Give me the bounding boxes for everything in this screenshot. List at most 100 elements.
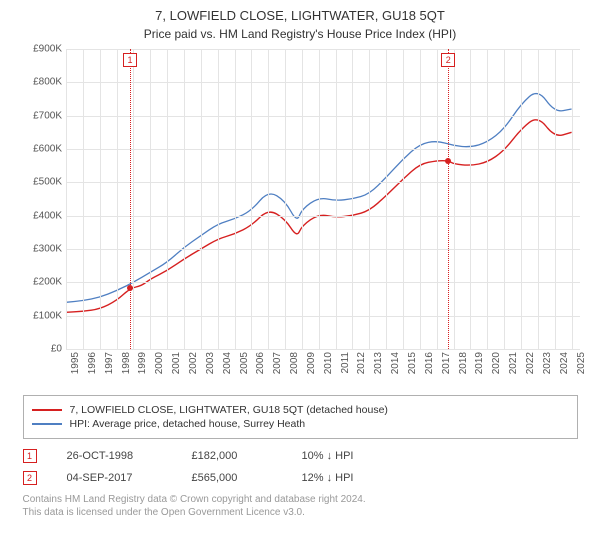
grid-line-v <box>268 49 269 349</box>
chart-title: 7, LOWFIELD CLOSE, LIGHTWATER, GU18 5QT <box>14 8 586 23</box>
grid-line-v <box>336 49 337 349</box>
grid-line-v <box>285 49 286 349</box>
x-tick-label: 2010 <box>323 352 334 374</box>
x-tick-label: 2021 <box>508 352 519 374</box>
event-date: 04-SEP-2017 <box>67 472 162 484</box>
x-tick-label: 1998 <box>121 352 132 374</box>
x-tick-label: 2025 <box>576 352 587 374</box>
grid-line-v <box>167 49 168 349</box>
event-dot <box>445 158 451 164</box>
x-tick-label: 2001 <box>171 352 182 374</box>
x-tick-label: 2006 <box>255 352 266 374</box>
event-dot <box>127 285 133 291</box>
grid-line-h <box>66 216 580 217</box>
chart-subtitle: Price paid vs. HM Land Registry's House … <box>14 27 586 41</box>
x-tick-label: 2024 <box>559 352 570 374</box>
legend-box: 7, LOWFIELD CLOSE, LIGHTWATER, GU18 5QT … <box>23 395 578 439</box>
x-tick-label: 2022 <box>525 352 536 374</box>
footnote-line-2: This data is licensed under the Open Gov… <box>23 506 578 519</box>
grid-line-v <box>538 49 539 349</box>
plot-region: 12 <box>66 49 580 349</box>
line-series-svg <box>66 49 580 349</box>
y-tick-label: £400K <box>33 210 62 221</box>
grid-line-v <box>504 49 505 349</box>
grid-line-v <box>352 49 353 349</box>
legend-row: 7, LOWFIELD CLOSE, LIGHTWATER, GU18 5QT … <box>32 404 569 416</box>
grid-line-v <box>437 49 438 349</box>
x-tick-label: 2012 <box>356 352 367 374</box>
grid-line-v <box>302 49 303 349</box>
grid-line-v <box>319 49 320 349</box>
x-tick-label: 1999 <box>137 352 148 374</box>
event-delta: 10% ↓ HPI <box>302 450 354 462</box>
grid-line-v <box>83 49 84 349</box>
legend-label: HPI: Average price, detached house, Surr… <box>70 418 306 430</box>
y-tick-label: £300K <box>33 244 62 255</box>
grid-line-h <box>66 249 580 250</box>
event-row: 204-SEP-2017£565,00012% ↓ HPI <box>23 471 578 485</box>
grid-line-v <box>201 49 202 349</box>
event-delta: 12% ↓ HPI <box>302 472 354 484</box>
footnote-line-1: Contains HM Land Registry data © Crown c… <box>23 493 578 506</box>
grid-line-h <box>66 82 580 83</box>
chart-area: 12 £0£100K£200K£300K£400K£500K£600K£700K… <box>20 49 580 389</box>
event-price: £565,000 <box>192 472 272 484</box>
legend-label: 7, LOWFIELD CLOSE, LIGHTWATER, GU18 5QT … <box>70 404 388 416</box>
x-tick-label: 2017 <box>441 352 452 374</box>
x-tick-label: 2005 <box>239 352 250 374</box>
y-tick-label: £700K <box>33 110 62 121</box>
x-tick-label: 1997 <box>104 352 115 374</box>
event-row: 126-OCT-1998£182,00010% ↓ HPI <box>23 449 578 463</box>
grid-line-v <box>470 49 471 349</box>
y-tick-label: £600K <box>33 144 62 155</box>
grid-line-v <box>555 49 556 349</box>
x-tick-label: 2015 <box>407 352 418 374</box>
grid-line-h <box>66 149 580 150</box>
grid-line-v <box>218 49 219 349</box>
x-tick-label: 2002 <box>188 352 199 374</box>
grid-line-h <box>66 49 580 50</box>
grid-line-v <box>386 49 387 349</box>
x-tick-label: 2007 <box>272 352 283 374</box>
x-tick-label: 2018 <box>458 352 469 374</box>
event-date: 26-OCT-1998 <box>67 450 162 462</box>
event-marker-box: 2 <box>441 53 455 67</box>
grid-line-v <box>420 49 421 349</box>
y-tick-label: £100K <box>33 310 62 321</box>
grid-line-v <box>369 49 370 349</box>
y-tick-label: £800K <box>33 77 62 88</box>
legend-row: HPI: Average price, detached house, Surr… <box>32 418 569 430</box>
x-tick-label: 2008 <box>289 352 300 374</box>
grid-line-v <box>133 49 134 349</box>
grid-line-v <box>117 49 118 349</box>
x-tick-label: 2020 <box>491 352 502 374</box>
x-tick-label: 2004 <box>222 352 233 374</box>
event-marker: 1 <box>23 449 37 463</box>
grid-line-h <box>66 116 580 117</box>
x-tick-label: 1995 <box>70 352 81 374</box>
grid-line-v <box>184 49 185 349</box>
grid-line-v <box>487 49 488 349</box>
grid-line-v <box>235 49 236 349</box>
y-tick-label: £200K <box>33 277 62 288</box>
grid-line-v <box>251 49 252 349</box>
legend-swatch <box>32 409 62 411</box>
y-tick-label: £0 <box>51 344 62 355</box>
x-tick-label: 2023 <box>542 352 553 374</box>
x-tick-label: 1996 <box>87 352 98 374</box>
legend-swatch <box>32 423 62 425</box>
x-tick-label: 2009 <box>306 352 317 374</box>
x-tick-label: 2019 <box>474 352 485 374</box>
x-tick-label: 2003 <box>205 352 216 374</box>
grid-line-v <box>454 49 455 349</box>
y-tick-label: £900K <box>33 44 62 55</box>
x-tick-label: 2011 <box>340 352 351 374</box>
x-tick-label: 2000 <box>154 352 165 374</box>
event-vline <box>130 49 131 349</box>
grid-line-v <box>66 49 67 349</box>
grid-line-h <box>66 282 580 283</box>
x-tick-label: 2016 <box>424 352 435 374</box>
grid-line-v <box>521 49 522 349</box>
grid-line-v <box>150 49 151 349</box>
event-table: 126-OCT-1998£182,00010% ↓ HPI204-SEP-201… <box>23 449 578 485</box>
